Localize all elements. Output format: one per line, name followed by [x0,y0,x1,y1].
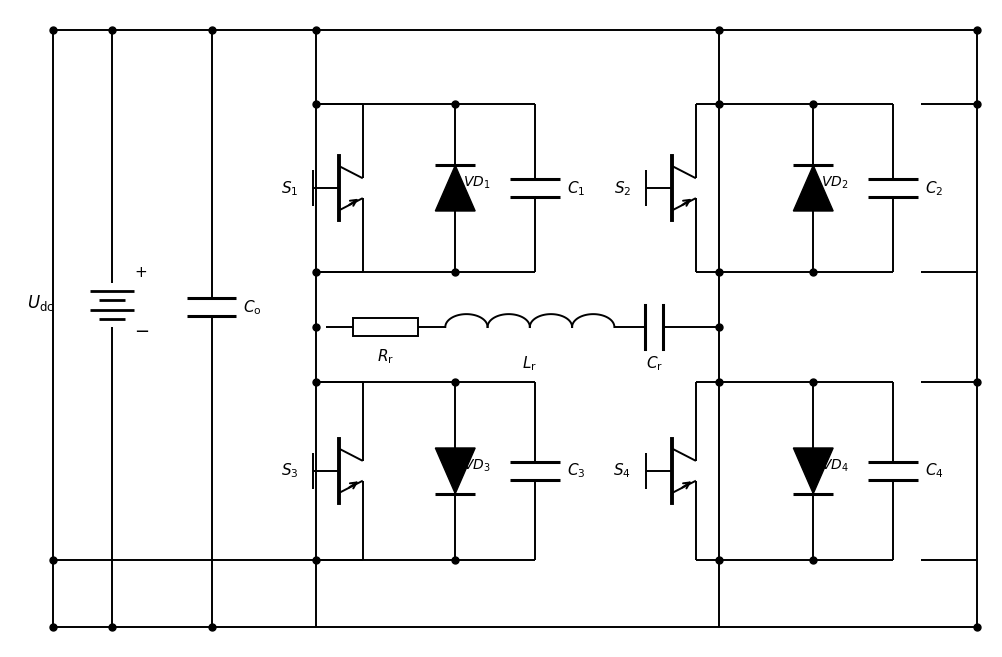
Polygon shape [435,166,475,211]
Text: $S_4$: $S_4$ [613,461,630,480]
Text: $VD_3$: $VD_3$ [463,458,490,474]
Text: $S_1$: $S_1$ [281,179,298,198]
Text: +: + [134,265,146,281]
Text: $C_3$: $C_3$ [566,461,584,480]
Text: $VD_1$: $VD_1$ [463,175,490,191]
Text: $U_{\rm dc}$: $U_{\rm dc}$ [27,293,54,313]
Text: $VD_2$: $VD_2$ [821,175,848,191]
Text: $VD_4$: $VD_4$ [821,458,848,474]
Text: $C_1$: $C_1$ [566,179,584,198]
Text: $C_{\rm o}$: $C_{\rm o}$ [243,298,262,317]
Text: −: − [134,323,149,342]
Text: $C_4$: $C_4$ [924,461,943,480]
Text: $C_2$: $C_2$ [924,179,942,198]
Text: $C_{\rm r}$: $C_{\rm r}$ [645,355,662,373]
Text: $R_{\rm r}$: $R_{\rm r}$ [377,348,394,367]
Text: $L_{\rm r}$: $L_{\rm r}$ [522,355,537,373]
Polygon shape [435,448,475,493]
Polygon shape [793,166,833,211]
Text: $S_3$: $S_3$ [281,461,298,480]
Polygon shape [793,448,833,493]
Text: $S_2$: $S_2$ [613,179,630,198]
Bar [353,319,418,336]
